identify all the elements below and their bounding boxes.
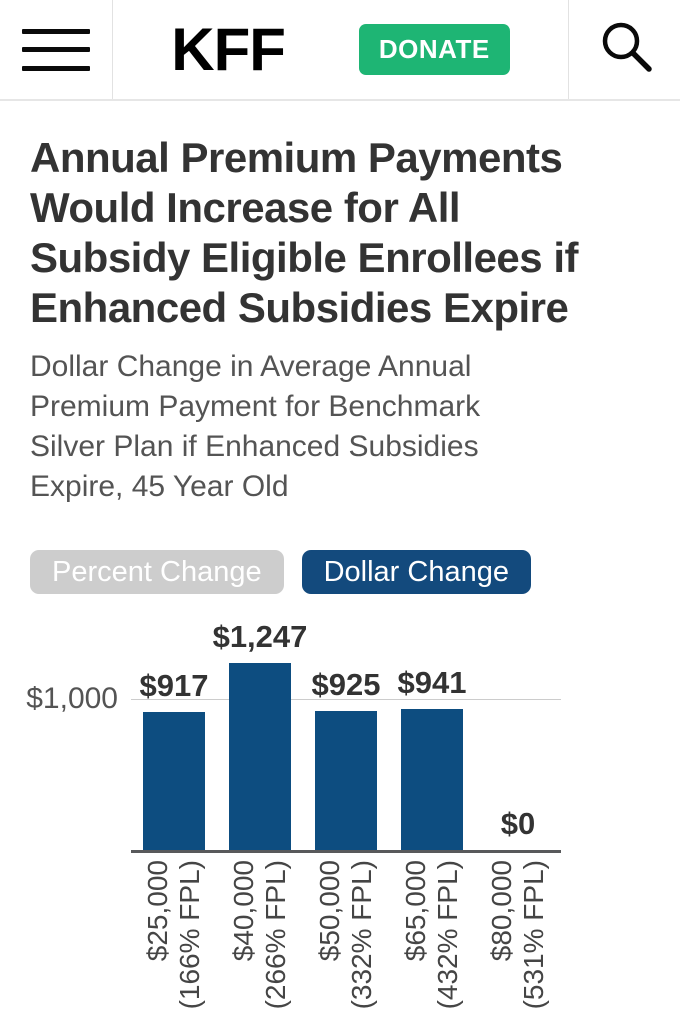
page-title-line: Enhanced Subsidies Expire [30,284,569,331]
x-axis-tick-label: $40,000 (266% FPL) [228,860,291,1010]
bar-chart: $1,000 $917 $25,000 (166% FPL) $1,247 $40,00… [0,610,680,1024]
bar-value-label: $0 [500,806,536,841]
x-axis-tick-label: $50,000 (332% FPL) [314,860,377,1010]
search-button[interactable] [568,0,680,99]
chart-subtitle-line: Premium Payment for Benchmark [30,390,481,423]
kff-logo[interactable]: KFF [171,15,286,83]
header-brand-area: KFF DONATE [113,0,568,99]
x-axis-line [131,850,561,853]
bar-value-label: $925 [311,667,381,702]
donate-button[interactable]: DONATE [358,24,510,75]
chart-subtitle-line: Dollar Change in Average Annual [30,350,472,383]
x-axis-tick-label: $25,000 (166% FPL) [142,860,205,1010]
bar-value-label: $941 [397,665,467,700]
page-title-line: Subsidy Eligible Enrollees if [30,234,578,281]
chart-subtitle-line: Silver Plan if Enhanced Subsidies [30,430,479,463]
bar[interactable] [229,663,291,850]
page-title: Annual Premium Payments Would Increase f… [30,133,650,333]
chart-subtitle-line: Expire, 45 Year Old [30,470,289,503]
chart-subtitle: Dollar Change in Average Annual Premium … [30,347,650,507]
x-axis-tick-label: $65,000 (432% FPL) [400,860,463,1010]
menu-button[interactable] [0,0,113,99]
percent-change-toggle[interactable]: Percent Change [30,550,284,594]
bar[interactable] [315,711,377,850]
chart-view-toggle: Percent Change Dollar Change [30,550,650,594]
hamburger-icon [22,28,90,71]
bar[interactable] [401,709,463,850]
site-header: KFF DONATE [0,0,680,101]
gridline-1000 [131,699,561,700]
x-axis-tick-label: $80,000 (531% FPL) [486,860,549,1010]
y-axis-tick-label: $1,000 [26,682,118,715]
page-title-line: Annual Premium Payments [30,134,563,181]
bar-value-label: $917 [139,668,209,703]
page-title-line: Would Increase for All [30,184,461,231]
bar[interactable] [143,712,205,850]
bar-value-label: $1,247 [212,619,308,654]
dollar-change-toggle[interactable]: Dollar Change [301,550,531,594]
article-content: Annual Premium Payments Would Increase f… [0,133,680,594]
search-icon [596,19,654,80]
